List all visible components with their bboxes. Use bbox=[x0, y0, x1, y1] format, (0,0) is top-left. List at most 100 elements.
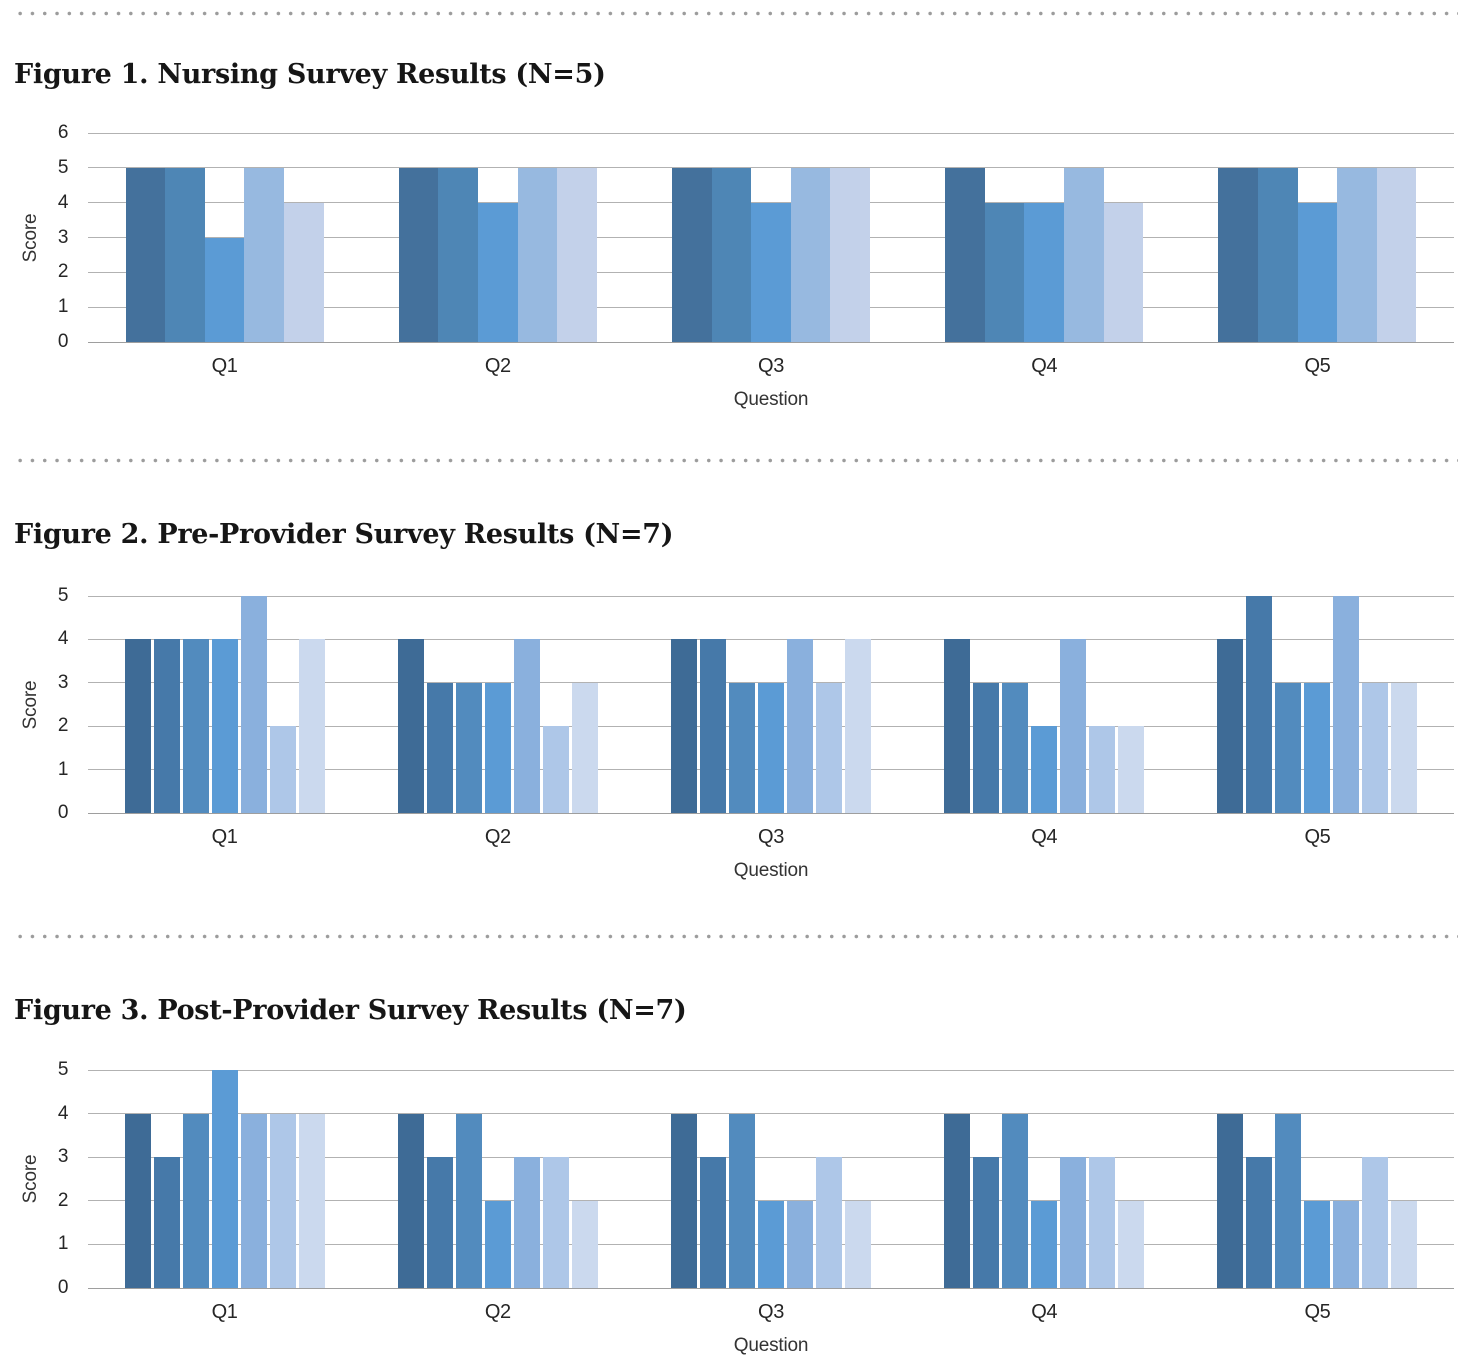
bar bbox=[787, 1200, 813, 1288]
gridline bbox=[88, 638, 1454, 640]
bar bbox=[758, 682, 784, 813]
bar bbox=[1333, 596, 1360, 813]
bar bbox=[125, 167, 166, 342]
bar bbox=[816, 1157, 842, 1288]
bar bbox=[1275, 1113, 1302, 1288]
bar bbox=[1031, 1200, 1058, 1288]
x-tick-label: Q3 bbox=[758, 1301, 784, 1323]
bar bbox=[1337, 167, 1377, 342]
bar bbox=[845, 639, 871, 813]
bar bbox=[1024, 202, 1064, 342]
gridline bbox=[88, 1200, 1454, 1202]
figure-2-title: Figure 2. Pre-Provider Survey Results (N… bbox=[14, 519, 674, 550]
bar bbox=[700, 639, 726, 813]
bar bbox=[945, 167, 985, 342]
gridline bbox=[88, 271, 1454, 273]
bar bbox=[787, 639, 813, 813]
bar bbox=[455, 682, 482, 813]
bar bbox=[182, 639, 209, 813]
gridline bbox=[88, 1156, 1454, 1158]
x-axis-title: Question bbox=[733, 389, 809, 410]
bar bbox=[284, 202, 324, 342]
dotted-separator bbox=[14, 934, 1458, 939]
x-tick-label: Q2 bbox=[484, 1301, 511, 1323]
y-tick-label: 1 bbox=[57, 758, 69, 780]
x-tick-label: Q2 bbox=[484, 355, 511, 377]
gridline bbox=[88, 1069, 1454, 1071]
bar bbox=[1297, 202, 1338, 342]
y-tick-label: 2 bbox=[57, 261, 69, 283]
gridline bbox=[88, 202, 1454, 204]
y-axis-title: Score bbox=[20, 680, 41, 729]
bar bbox=[1118, 726, 1145, 813]
bar bbox=[517, 167, 558, 342]
bar bbox=[1391, 1200, 1418, 1288]
bar bbox=[165, 167, 205, 342]
bar bbox=[790, 167, 831, 342]
bar bbox=[711, 167, 752, 342]
bar bbox=[672, 167, 712, 342]
gridline bbox=[88, 237, 1454, 238]
y-tick-label: 2 bbox=[57, 715, 69, 737]
bar bbox=[1064, 167, 1104, 342]
bar bbox=[816, 682, 842, 813]
bar bbox=[557, 167, 597, 342]
y-tick-label: 4 bbox=[57, 1102, 69, 1124]
bar bbox=[973, 1157, 1000, 1288]
y-axis-title: Score bbox=[20, 1154, 41, 1204]
bar bbox=[1002, 682, 1029, 813]
gridline bbox=[88, 1243, 1454, 1245]
bar bbox=[1246, 596, 1273, 813]
bar bbox=[984, 202, 1025, 342]
bar bbox=[1333, 1200, 1360, 1288]
bar bbox=[751, 202, 791, 342]
bar bbox=[571, 1200, 598, 1288]
x-tick-label: Q5 bbox=[1304, 1301, 1331, 1323]
bar bbox=[513, 639, 540, 813]
dotted-separator bbox=[14, 11, 1458, 16]
bar bbox=[397, 1113, 424, 1288]
bar bbox=[729, 682, 755, 813]
bar bbox=[484, 682, 511, 813]
bar bbox=[513, 1157, 540, 1288]
y-tick-label: 3 bbox=[57, 226, 69, 248]
bar bbox=[398, 167, 439, 342]
bar bbox=[944, 1113, 971, 1288]
bar bbox=[845, 1200, 871, 1288]
bar bbox=[438, 167, 478, 342]
bar bbox=[240, 1113, 267, 1288]
y-tick-label: 4 bbox=[57, 628, 69, 650]
bar bbox=[973, 682, 1000, 813]
gridline bbox=[88, 1287, 1454, 1289]
x-tick-label: Q1 bbox=[211, 355, 238, 377]
bar bbox=[1060, 639, 1087, 813]
bar bbox=[542, 1157, 569, 1288]
bar bbox=[153, 1157, 180, 1288]
bar bbox=[211, 1070, 238, 1288]
y-tick-label: 5 bbox=[57, 585, 69, 606]
figure-1-title: Figure 1. Nursing Survey Results (N=5) bbox=[14, 59, 606, 90]
bar bbox=[1217, 1113, 1244, 1288]
x-tick-label: Q5 bbox=[1304, 355, 1331, 377]
bar bbox=[542, 726, 569, 813]
y-tick-label: 4 bbox=[57, 191, 69, 213]
bar bbox=[484, 1200, 511, 1288]
x-tick-label: Q3 bbox=[758, 355, 784, 377]
bar bbox=[1391, 682, 1418, 813]
x-tick-label: Q3 bbox=[758, 826, 784, 848]
bar bbox=[1031, 726, 1058, 813]
bar bbox=[204, 237, 245, 342]
y-tick-label: 2 bbox=[57, 1189, 69, 1211]
gridline bbox=[88, 682, 1454, 684]
y-tick-label: 3 bbox=[57, 1146, 69, 1168]
gridline bbox=[88, 812, 1454, 814]
bar bbox=[944, 639, 971, 813]
x-tick-label: Q4 bbox=[1031, 355, 1058, 377]
bar bbox=[397, 639, 424, 813]
bar bbox=[244, 167, 284, 342]
x-axis-title: Question bbox=[733, 1335, 809, 1356]
y-tick-label: 0 bbox=[57, 331, 69, 352]
bar bbox=[1362, 682, 1389, 813]
